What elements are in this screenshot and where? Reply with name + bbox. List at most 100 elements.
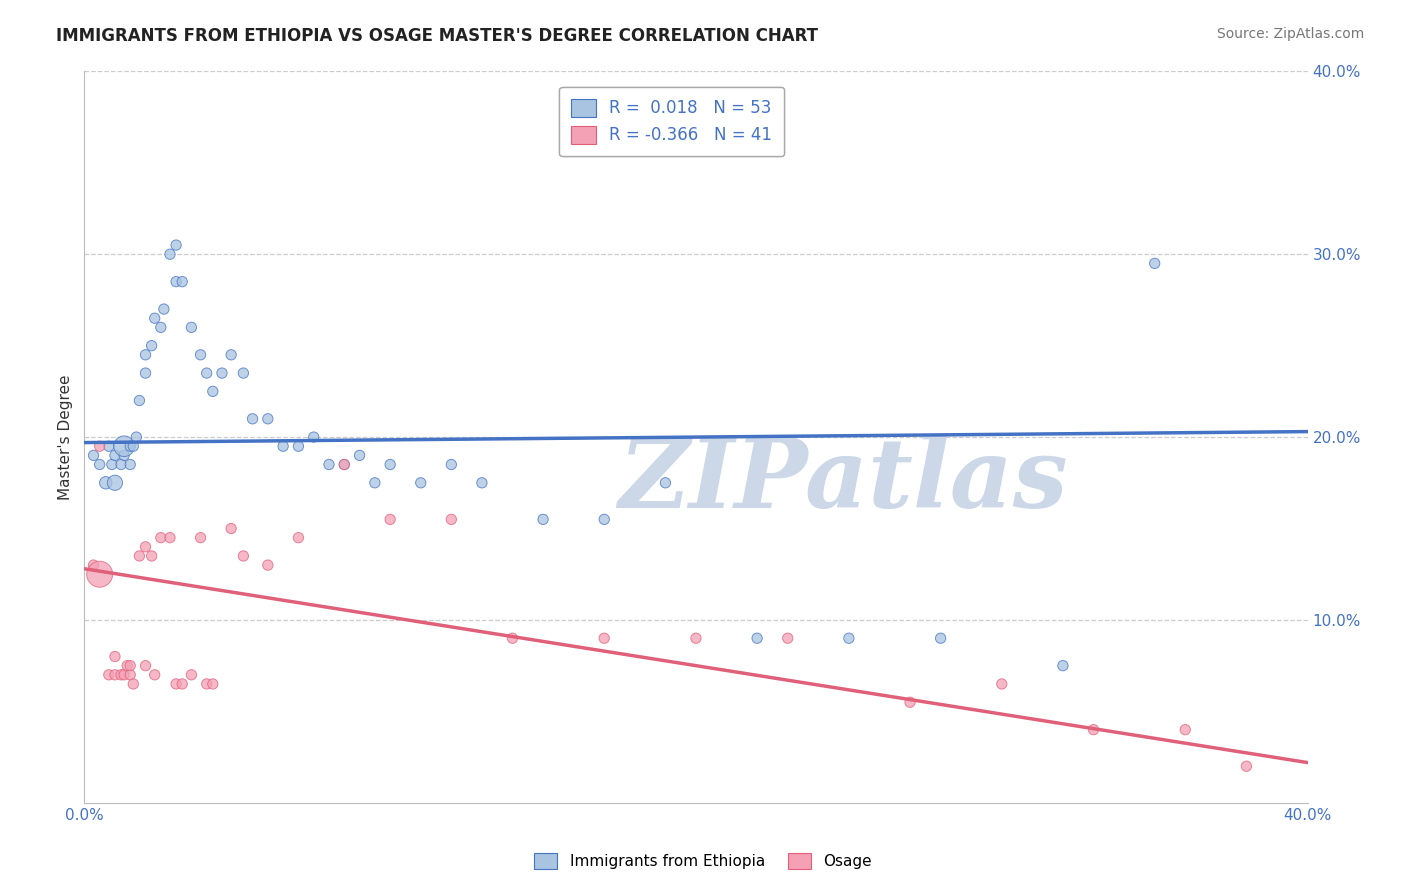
Point xyxy=(120,667,142,681)
Point xyxy=(531,512,554,526)
Point xyxy=(257,558,280,573)
Point xyxy=(89,567,111,582)
Point xyxy=(190,348,212,362)
Point xyxy=(1174,723,1197,737)
Point xyxy=(440,512,463,526)
Point xyxy=(110,667,132,681)
Point xyxy=(101,458,124,472)
Point xyxy=(302,430,325,444)
Point xyxy=(180,667,202,681)
Point xyxy=(349,448,371,462)
Point xyxy=(97,667,120,681)
Point xyxy=(112,667,135,681)
Point xyxy=(125,430,148,444)
Point xyxy=(232,549,254,563)
Point xyxy=(135,540,157,554)
Point xyxy=(122,677,145,691)
Point xyxy=(219,521,242,535)
Legend: R =  0.018   N = 53, R = -0.366   N = 41: R = 0.018 N = 53, R = -0.366 N = 41 xyxy=(560,87,783,156)
Point xyxy=(159,531,181,545)
Point xyxy=(149,531,172,545)
Point xyxy=(89,439,111,453)
Point xyxy=(172,677,194,691)
Point xyxy=(318,458,340,472)
Point xyxy=(172,275,194,289)
Text: IMMIGRANTS FROM ETHIOPIA VS OSAGE MASTER'S DEGREE CORRELATION CHART: IMMIGRANTS FROM ETHIOPIA VS OSAGE MASTER… xyxy=(56,27,818,45)
Point xyxy=(1143,256,1166,270)
Point xyxy=(104,475,127,490)
Point xyxy=(287,439,309,453)
Point xyxy=(333,458,356,472)
Point xyxy=(219,348,242,362)
Point xyxy=(165,238,187,252)
Point xyxy=(153,301,176,317)
Point xyxy=(149,320,172,334)
Point xyxy=(380,512,402,526)
Point xyxy=(110,458,132,472)
Point xyxy=(287,531,309,545)
Point xyxy=(128,393,150,408)
Point xyxy=(929,632,952,646)
Point xyxy=(141,338,163,352)
Point xyxy=(120,658,142,673)
Point xyxy=(201,384,224,399)
Point xyxy=(654,475,676,490)
Point xyxy=(159,247,181,261)
Point xyxy=(104,649,127,664)
Point xyxy=(195,366,218,380)
Point xyxy=(104,448,127,462)
Point xyxy=(232,366,254,380)
Point xyxy=(201,677,224,691)
Point xyxy=(104,667,127,681)
Point xyxy=(115,658,138,673)
Point xyxy=(593,632,616,646)
Point xyxy=(242,412,264,426)
Point xyxy=(195,677,218,691)
Point xyxy=(838,632,860,646)
Point xyxy=(364,475,387,490)
Point xyxy=(257,412,280,426)
Point xyxy=(898,695,921,709)
Point xyxy=(776,632,799,646)
Y-axis label: Master's Degree: Master's Degree xyxy=(58,375,73,500)
Point xyxy=(120,439,142,453)
Point xyxy=(83,448,105,462)
Point xyxy=(211,366,233,380)
Point xyxy=(991,677,1014,691)
Point xyxy=(747,632,769,646)
Point xyxy=(135,348,157,362)
Point xyxy=(180,320,202,334)
Point xyxy=(1083,723,1105,737)
Point xyxy=(409,475,432,490)
Point xyxy=(89,458,111,472)
Point xyxy=(333,458,356,472)
Point xyxy=(128,549,150,563)
Text: ZIPatlas: ZIPatlas xyxy=(619,434,1067,528)
Point xyxy=(593,512,616,526)
Point xyxy=(120,458,142,472)
Point xyxy=(685,632,707,646)
Point xyxy=(190,531,212,545)
Legend: Immigrants from Ethiopia, Osage: Immigrants from Ethiopia, Osage xyxy=(529,847,877,875)
Point xyxy=(135,658,157,673)
Text: Source: ZipAtlas.com: Source: ZipAtlas.com xyxy=(1216,27,1364,41)
Point xyxy=(94,475,117,490)
Point xyxy=(271,439,294,453)
Point xyxy=(143,311,166,326)
Point xyxy=(440,458,463,472)
Point xyxy=(1052,658,1074,673)
Point xyxy=(380,458,402,472)
Point xyxy=(471,475,494,490)
Point xyxy=(165,677,187,691)
Point xyxy=(83,558,105,573)
Point xyxy=(122,439,145,453)
Point xyxy=(112,439,135,453)
Point xyxy=(1236,759,1258,773)
Point xyxy=(97,439,120,453)
Point xyxy=(112,448,135,462)
Point xyxy=(135,366,157,380)
Point xyxy=(143,667,166,681)
Point xyxy=(141,549,163,563)
Point xyxy=(165,275,187,289)
Point xyxy=(502,632,524,646)
